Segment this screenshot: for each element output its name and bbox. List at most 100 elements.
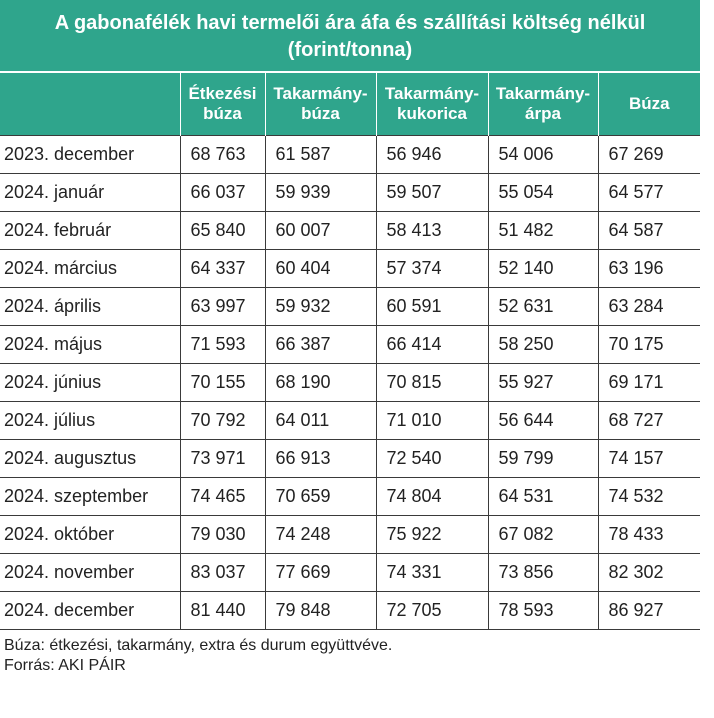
table-title: A gabonafélék havi termelői ára áfa és s… <box>0 0 700 71</box>
column-header-period <box>0 71 180 136</box>
price-cell: 78 593 <box>487 591 598 630</box>
column-header-buza: Búza <box>597 71 700 136</box>
price-cell: 59 507 <box>375 173 488 212</box>
price-cell: 79 030 <box>179 515 265 554</box>
price-cell: 56 644 <box>487 401 598 440</box>
price-cell: 67 269 <box>597 135 700 174</box>
price-cell: 60 404 <box>264 249 376 288</box>
period-cell: 2024. április <box>0 287 180 326</box>
price-cell: 58 413 <box>375 211 488 250</box>
table-row: 2024. június 70 155 68 190 70 815 55 927 69 1… <box>0 363 700 402</box>
price-cell: 59 932 <box>264 287 376 326</box>
price-cell: 66 387 <box>264 325 376 364</box>
period-cell: 2023. december <box>0 135 180 174</box>
period-cell: 2024. február <box>0 211 180 250</box>
table-row: 2024. július 70 792 64 011 71 010 56 644 68 7… <box>0 401 700 440</box>
table-row: 2024. szeptember 74 465 70 659 74 804 64 531… <box>0 477 700 516</box>
period-cell: 2024. január <box>0 173 180 212</box>
column-header-takarmany-buza: Takarmány-búza <box>264 71 376 136</box>
header-row: Étkezési búza Takarmány-búza Takarmány-ku… <box>0 71 700 136</box>
price-cell: 59 939 <box>264 173 376 212</box>
period-cell: 2024. augusztus <box>0 439 180 478</box>
price-cell: 74 331 <box>375 553 488 592</box>
price-cell: 78 433 <box>597 515 700 554</box>
price-cell: 66 913 <box>264 439 376 478</box>
price-cell: 66 037 <box>179 173 265 212</box>
footnote: Búza: étkezési, takarmány, extra és duru… <box>4 637 393 654</box>
price-cell: 52 631 <box>487 287 598 326</box>
table-row: 2024. május 71 593 66 387 66 414 58 250 70 17… <box>0 325 700 364</box>
period-cell: 2024. december <box>0 591 180 630</box>
price-cell: 86 927 <box>597 591 700 630</box>
price-cell: 64 577 <box>597 173 700 212</box>
price-cell: 66 414 <box>375 325 488 364</box>
period-cell: 2024. május <box>0 325 180 364</box>
period-cell: 2024. július <box>0 401 180 440</box>
price-cell: 68 727 <box>597 401 700 440</box>
price-cell: 75 922 <box>375 515 488 554</box>
price-cell: 73 971 <box>179 439 265 478</box>
table-row: 2024. március 64 337 60 404 57 374 52 140 63 … <box>0 249 700 288</box>
price-cell: 70 792 <box>179 401 265 440</box>
price-cell: 74 465 <box>179 477 265 516</box>
price-cell: 70 155 <box>179 363 265 402</box>
price-cell: 54 006 <box>487 135 598 174</box>
period-cell: 2024. június <box>0 363 180 402</box>
price-cell: 64 531 <box>487 477 598 516</box>
price-table: Étkezési búza Takarmány-búza Takarmány-ku… <box>0 71 700 630</box>
price-cell: 64 337 <box>179 249 265 288</box>
price-cell: 68 763 <box>179 135 265 174</box>
price-cell: 60 591 <box>375 287 488 326</box>
price-cell: 63 997 <box>179 287 265 326</box>
table-row: 2024. december 81 440 79 848 72 705 78 593 86… <box>0 591 700 630</box>
price-cell: 71 010 <box>375 401 488 440</box>
table-row: 2024. október 79 030 74 248 75 922 67 082 78 … <box>0 515 700 554</box>
price-cell: 70 815 <box>375 363 488 402</box>
price-cell: 74 157 <box>597 439 700 478</box>
table-row: 2024. november 83 037 77 669 74 331 73 856 82… <box>0 553 700 592</box>
column-header-takarmany-arpa: Takarmány-árpa <box>487 71 598 136</box>
price-cell: 63 284 <box>597 287 700 326</box>
price-cell: 83 037 <box>179 553 265 592</box>
price-cell: 79 848 <box>264 591 376 630</box>
price-cell: 70 175 <box>597 325 700 364</box>
price-cell: 69 171 <box>597 363 700 402</box>
price-cell: 55 927 <box>487 363 598 402</box>
column-header-takarmany-kukorica: Takarmány-kukorica <box>375 71 488 136</box>
table-row: 2024. február 65 840 60 007 58 413 51 482 64 … <box>0 211 700 250</box>
price-cell: 74 532 <box>597 477 700 516</box>
price-cell: 51 482 <box>487 211 598 250</box>
price-cell: 74 804 <box>375 477 488 516</box>
period-cell: 2024. március <box>0 249 180 288</box>
period-cell: 2024. október <box>0 515 180 554</box>
price-cell: 63 196 <box>597 249 700 288</box>
period-cell: 2024. szeptember <box>0 477 180 516</box>
price-cell: 52 140 <box>487 249 598 288</box>
price-cell: 67 082 <box>487 515 598 554</box>
price-cell: 61 587 <box>264 135 376 174</box>
table-row: 2024. augusztus 73 971 66 913 72 540 59 799 7… <box>0 439 700 478</box>
source-note: Forrás: AKI PÁIR <box>4 657 126 674</box>
price-cell: 57 374 <box>375 249 488 288</box>
price-cell: 71 593 <box>179 325 265 364</box>
period-cell: 2024. november <box>0 553 180 592</box>
price-cell: 81 440 <box>179 591 265 630</box>
price-cell: 64 011 <box>264 401 376 440</box>
price-cell: 60 007 <box>264 211 376 250</box>
price-cell: 77 669 <box>264 553 376 592</box>
table-row: 2023. december 68 763 61 587 56 946 54 006 67… <box>0 135 700 174</box>
price-cell: 72 705 <box>375 591 488 630</box>
price-cell: 58 250 <box>487 325 598 364</box>
price-cell: 55 054 <box>487 173 598 212</box>
price-cell: 74 248 <box>264 515 376 554</box>
price-cell: 64 587 <box>597 211 700 250</box>
price-cell: 72 540 <box>375 439 488 478</box>
price-cell: 73 856 <box>487 553 598 592</box>
price-cell: 70 659 <box>264 477 376 516</box>
price-cell: 56 946 <box>375 135 488 174</box>
price-cell: 68 190 <box>264 363 376 402</box>
price-cell: 82 302 <box>597 553 700 592</box>
price-cell: 59 799 <box>487 439 598 478</box>
table-notes: Búza: étkezési, takarmány, extra és duru… <box>4 636 392 676</box>
price-cell: 65 840 <box>179 211 265 250</box>
